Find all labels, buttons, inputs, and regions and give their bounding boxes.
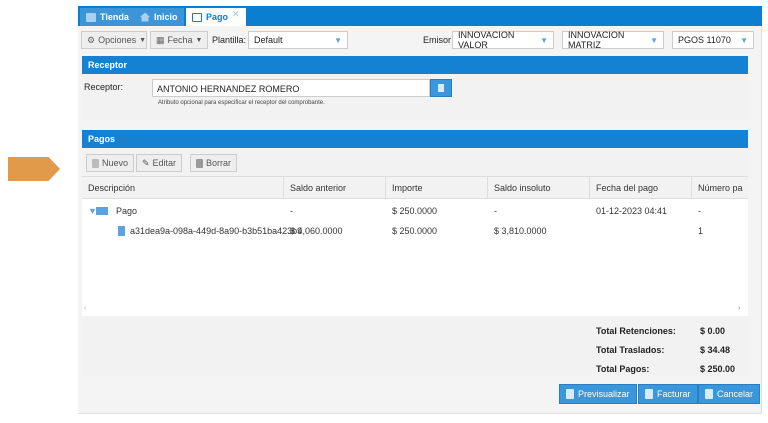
column-header[interactable]: Descripción <box>82 177 284 198</box>
cancelar-button[interactable]: Cancelar <box>698 384 761 404</box>
chevron-down-icon: ▼ <box>540 35 548 45</box>
total-retenciones-label: Total Retenciones: <box>596 326 676 336</box>
pagos-panel: Nuevo ✎ Editar Borrar Descripción Saldo a… <box>82 148 748 376</box>
nuevo-label: Nuevo <box>102 158 129 168</box>
fecha-label: Fecha <box>167 35 193 45</box>
tab-label: Tienda <box>100 12 129 22</box>
expand-icon[interactable]: ▼ <box>88 206 97 216</box>
document-icon <box>645 389 653 399</box>
borrar-button[interactable]: Borrar <box>190 154 238 172</box>
cell: 1 <box>698 226 704 236</box>
document-icon <box>438 84 444 92</box>
column-header[interactable]: Número pa <box>692 177 748 198</box>
previsualizar-button[interactable]: Previsualizar <box>559 384 637 404</box>
scroll-left-icon[interactable]: ‹ <box>84 305 87 312</box>
tab-inicio[interactable]: Inicio <box>134 8 184 26</box>
fecha-button[interactable]: ▦ Fecha ▼ <box>150 31 208 49</box>
chevron-down-icon: ▼ <box>334 35 342 45</box>
scroll-right-icon[interactable]: › <box>738 305 741 312</box>
pagos-header: Pagos <box>82 130 748 148</box>
edit-icon: ✎ <box>142 157 150 168</box>
column-header[interactable]: Saldo anterior <box>284 177 386 198</box>
cell: - <box>698 206 701 216</box>
table-row[interactable]: ▼ Pago - $ 250.0000 - 01-12-2023 04:41 - <box>82 201 748 221</box>
cell: Pago <box>116 206 138 216</box>
sucursal-select[interactable]: INNOVACION MATRIZ ▼ <box>562 30 664 50</box>
cell: $ 250.0000 <box>392 206 438 216</box>
cell: $ 4,060.0000 <box>290 226 343 236</box>
chevron-down-icon: ▼ <box>740 35 748 45</box>
opciones-button[interactable]: ⚙ Opciones ▼ <box>81 31 147 49</box>
cell: $ 250.0000 <box>392 226 438 236</box>
chevron-down-icon: ▼ <box>650 35 658 45</box>
gear-icon: ⚙ <box>87 34 96 45</box>
sucursal-value: INNOVACION MATRIZ <box>568 30 625 50</box>
cell: - <box>290 206 293 216</box>
cell: 01-12-2023 04:41 <box>596 206 668 216</box>
receptor-hint: Atributo opcional para especificar el re… <box>158 100 325 106</box>
cell: - <box>494 206 497 216</box>
tab-pago[interactable]: Pago ✕ <box>186 8 246 26</box>
plantilla-value: Default <box>254 35 283 45</box>
serie-value: PGOS 11070 <box>678 35 731 45</box>
close-icon[interactable]: ✕ <box>232 8 240 19</box>
total-retenciones-value: $ 0.00 <box>700 326 726 336</box>
total-traslados-value: $ 34.48 <box>700 345 731 355</box>
total-pagos-value: $ 250.00 <box>700 364 736 374</box>
facturar-label: Facturar <box>657 389 691 399</box>
plantilla-label: Plantilla: <box>212 35 247 45</box>
receptor-label: Receptor: <box>84 82 124 92</box>
app-window: Tienda Inicio Pago ✕ ⚙ Opciones ▼ ▦ Fecha ▼ P… <box>78 6 762 414</box>
emisor-value: INNOVACION VALOR <box>458 30 515 50</box>
tab-tienda[interactable]: Tienda <box>80 8 135 26</box>
receptor-panel: Receptor: ANTONIO HERNANDEZ ROMERO Atrib… <box>82 74 748 120</box>
opciones-label: Opciones <box>98 35 137 45</box>
editar-button[interactable]: ✎ Editar <box>136 154 183 172</box>
receptor-lookup-button[interactable] <box>430 79 452 97</box>
calendar-icon: ▦ <box>156 34 165 45</box>
new-icon <box>92 158 99 168</box>
folder-icon <box>96 207 108 215</box>
form-icon <box>192 12 202 22</box>
tab-bar: Tienda Inicio Pago ✕ <box>78 6 762 26</box>
previsualizar-label: Previsualizar <box>578 389 630 399</box>
trash-icon <box>196 158 203 168</box>
tab-label: Pago <box>206 12 229 22</box>
receptor-value: ANTONIO HERNANDEZ ROMERO <box>157 84 300 94</box>
cell <box>590 221 596 241</box>
document-icon <box>118 226 125 236</box>
emisor-label: Emisor <box>423 35 452 45</box>
pdf-icon <box>566 389 574 399</box>
cell: $ 3,810.0000 <box>494 226 547 236</box>
store-icon <box>86 12 96 22</box>
pointer-arrow <box>8 157 60 181</box>
cell: a31dea9a-098a-449d-8a90-b3b51ba423b9 <box>130 226 303 236</box>
column-header[interactable]: Saldo insoluto <box>488 177 590 198</box>
column-header[interactable]: Fecha del pago <box>590 177 692 198</box>
editar-label: Editar <box>152 158 177 168</box>
table-row[interactable]: a31dea9a-098a-449d-8a90-b3b51ba423b9 $ 4… <box>82 221 748 241</box>
facturar-button[interactable]: Facturar <box>638 384 698 404</box>
total-pagos-label: Total Pagos: <box>596 364 650 374</box>
column-header[interactable]: Importe <box>386 177 488 198</box>
nuevo-button[interactable]: Nuevo <box>86 154 135 172</box>
emisor-select[interactable]: INNOVACION VALOR ▼ <box>452 30 554 50</box>
receptor-input[interactable]: ANTONIO HERNANDEZ ROMERO <box>152 79 430 97</box>
tab-label: Inicio <box>154 12 178 22</box>
pagos-grid: Descripción Saldo anterior Importe Saldo… <box>82 176 748 316</box>
grid-header: Descripción Saldo anterior Importe Saldo… <box>82 177 748 199</box>
total-traslados-label: Total Traslados: <box>596 345 665 355</box>
plantilla-select[interactable]: Default ▼ <box>248 31 348 49</box>
receptor-header: Receptor <box>82 56 748 74</box>
cancelar-label: Cancelar <box>717 389 754 399</box>
cancel-document-icon <box>705 389 713 399</box>
serie-select[interactable]: PGOS 11070 ▼ <box>672 31 754 49</box>
home-icon <box>140 12 150 22</box>
borrar-label: Borrar <box>206 158 232 168</box>
